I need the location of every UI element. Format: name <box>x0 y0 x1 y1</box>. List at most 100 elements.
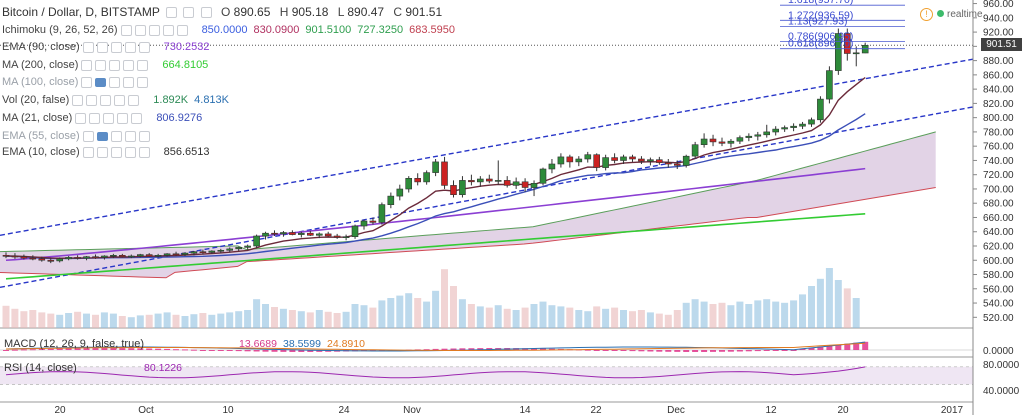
eye-icon[interactable] <box>89 112 101 124</box>
indicator-row[interactable]: EMA (55, close) <box>2 128 158 144</box>
indicator-row[interactable]: MA (200, close) 664.8105 <box>2 57 208 73</box>
indicator-row[interactable]: MA (100, close) <box>2 74 156 90</box>
macd-histogram-bar <box>298 350 305 352</box>
settings-icon[interactable] <box>148 24 160 36</box>
macd-histogram-bar <box>835 344 842 350</box>
close-icon[interactable] <box>138 146 150 158</box>
volume-bar <box>521 307 529 328</box>
candle-body <box>2 255 10 257</box>
add-icon[interactable] <box>117 112 129 124</box>
y-axis-label: 660.00 <box>983 213 1014 224</box>
indicator-name[interactable]: Vol (20, false) <box>2 94 70 106</box>
close-icon[interactable] <box>131 112 143 124</box>
add-icon[interactable] <box>124 146 136 158</box>
warning-icon[interactable]: ! <box>920 8 933 21</box>
candle-body <box>611 157 618 161</box>
macd-histogram-bar <box>772 350 779 351</box>
close-icon[interactable] <box>137 76 149 88</box>
candle-body <box>342 236 350 238</box>
indicator-name[interactable]: EMA (55, close) <box>2 130 80 142</box>
add-icon[interactable] <box>114 94 126 106</box>
rsi-label: RSI (14, close) <box>4 362 77 374</box>
indicator-name[interactable]: EMA (90, close) <box>2 41 80 53</box>
indicator-row[interactable]: MA (21, close) 806.9276 <box>2 110 202 126</box>
macd-value: 38.5599 <box>283 338 321 350</box>
settings-icon[interactable] <box>110 41 122 53</box>
macd-histogram-bar <box>853 342 860 350</box>
add-icon[interactable] <box>162 24 174 36</box>
settings-icon[interactable] <box>109 59 121 71</box>
candle-body <box>396 188 404 197</box>
add-icon[interactable] <box>123 76 135 88</box>
eye-icon[interactable] <box>86 94 98 106</box>
candle-body <box>369 220 377 223</box>
eye-icon[interactable] <box>95 77 107 87</box>
indicator-row[interactable]: EMA (90, close) 730.2532 <box>2 39 210 55</box>
indicator-row[interactable]: Vol (20, false) 1.892K 4.813K <box>2 92 229 108</box>
macd-histogram-bar <box>56 348 63 350</box>
settings-icon[interactable] <box>110 130 122 142</box>
candle-body <box>387 195 395 206</box>
indicator-row[interactable]: EMA (10, close) 856.6513 <box>2 144 210 160</box>
settings-icon[interactable] <box>109 76 121 88</box>
close-icon[interactable] <box>128 94 140 106</box>
volume-bar <box>38 312 46 328</box>
eye-icon[interactable] <box>95 59 107 71</box>
eye-icon[interactable] <box>96 146 108 158</box>
chevron-down-icon[interactable] <box>165 7 177 19</box>
volume-bar <box>745 304 753 328</box>
chevron-down-icon[interactable] <box>82 130 94 142</box>
indicator-name[interactable]: MA (21, close) <box>2 112 73 124</box>
candle-body <box>351 225 359 237</box>
chevron-down-icon[interactable] <box>72 94 84 106</box>
add-icon[interactable] <box>124 130 136 142</box>
close-icon[interactable] <box>176 24 188 36</box>
candle-body <box>664 162 672 165</box>
chevron-down-icon[interactable] <box>120 24 132 36</box>
eye-icon[interactable] <box>96 41 108 53</box>
settings-icon[interactable] <box>200 7 212 19</box>
volume-bar <box>172 314 180 328</box>
macd-histogram-bar <box>182 349 188 351</box>
add-icon[interactable] <box>123 59 135 71</box>
settings-icon[interactable] <box>100 94 112 106</box>
eye-icon[interactable] <box>183 7 195 19</box>
volume-bar <box>217 313 225 328</box>
candle-body <box>557 156 565 165</box>
indicator-name[interactable]: MA (100, close) <box>2 76 79 88</box>
macd-signal-line <box>5 342 866 351</box>
candle-body <box>808 119 815 125</box>
close-icon[interactable] <box>138 130 150 142</box>
chevron-down-icon[interactable] <box>81 76 93 88</box>
eye-icon[interactable] <box>96 131 108 141</box>
add-icon[interactable] <box>124 41 136 53</box>
chevron-down-icon[interactable] <box>75 112 87 124</box>
close-icon[interactable] <box>137 59 149 71</box>
indicator-name[interactable]: Ichimoku (9, 26, 52, 26) <box>2 24 118 36</box>
rsi-line <box>5 366 866 379</box>
volume-bar <box>629 311 636 328</box>
volume-bar <box>351 304 359 328</box>
candle-body <box>584 154 592 160</box>
close-icon[interactable] <box>138 41 150 53</box>
indicator-name[interactable]: MA (200, close) <box>2 59 79 71</box>
chevron-down-icon[interactable] <box>82 41 94 53</box>
settings-icon[interactable] <box>103 112 115 124</box>
volume-bar <box>226 312 234 328</box>
indicator-name[interactable]: EMA (10, close) <box>2 146 80 158</box>
chevron-down-icon[interactable] <box>82 146 94 158</box>
candle-body <box>271 232 278 235</box>
eye-icon[interactable] <box>134 24 146 36</box>
volume-bar <box>271 307 278 328</box>
indicator-values: 664.8105 <box>156 59 208 71</box>
settings-icon[interactable] <box>110 146 122 158</box>
chevron-down-icon[interactable] <box>81 59 93 71</box>
y-axis-label: 720.00 <box>983 170 1014 181</box>
y-axis-label: 920.00 <box>983 28 1014 39</box>
volume-bar <box>333 313 341 328</box>
indicator-row[interactable]: Ichimoku (9, 26, 52, 26) 850.0000 830.0900… <box>2 22 455 38</box>
x-axis-label: 2017 <box>941 405 964 415</box>
symbol-title[interactable]: Bitcoin / Dollar, D, BITSTAMP <box>2 5 160 19</box>
volume-bar <box>262 304 269 328</box>
